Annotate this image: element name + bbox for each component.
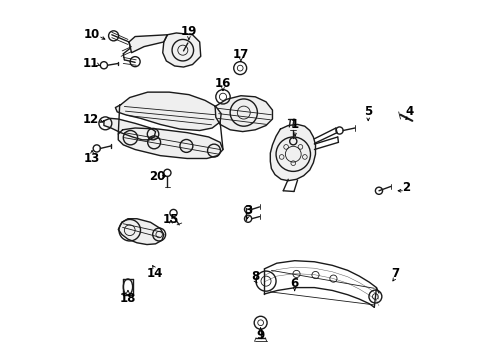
Text: 8: 8 (251, 270, 259, 283)
Text: 20: 20 (149, 170, 165, 183)
Polygon shape (129, 35, 167, 53)
Polygon shape (118, 128, 223, 158)
Polygon shape (104, 118, 155, 140)
Text: 4: 4 (405, 105, 413, 118)
Text: 5: 5 (364, 105, 371, 118)
Text: 19: 19 (181, 25, 197, 38)
Text: 7: 7 (390, 267, 398, 280)
Text: 13: 13 (84, 152, 100, 165)
Text: 10: 10 (84, 28, 100, 41)
Text: 3: 3 (244, 204, 252, 217)
Text: 14: 14 (146, 267, 163, 280)
Text: 1: 1 (290, 118, 298, 131)
Text: 9: 9 (256, 329, 264, 342)
Text: 11: 11 (83, 57, 99, 70)
Polygon shape (270, 125, 315, 181)
Text: 12: 12 (83, 113, 99, 126)
Polygon shape (215, 96, 272, 132)
Text: 17: 17 (232, 48, 248, 61)
Text: 16: 16 (214, 77, 231, 90)
Text: 2: 2 (401, 181, 409, 194)
Text: 15: 15 (163, 213, 179, 226)
Polygon shape (118, 219, 163, 244)
Polygon shape (163, 33, 201, 67)
Text: 6: 6 (290, 278, 298, 291)
Text: 18: 18 (120, 292, 136, 305)
Polygon shape (115, 92, 221, 131)
